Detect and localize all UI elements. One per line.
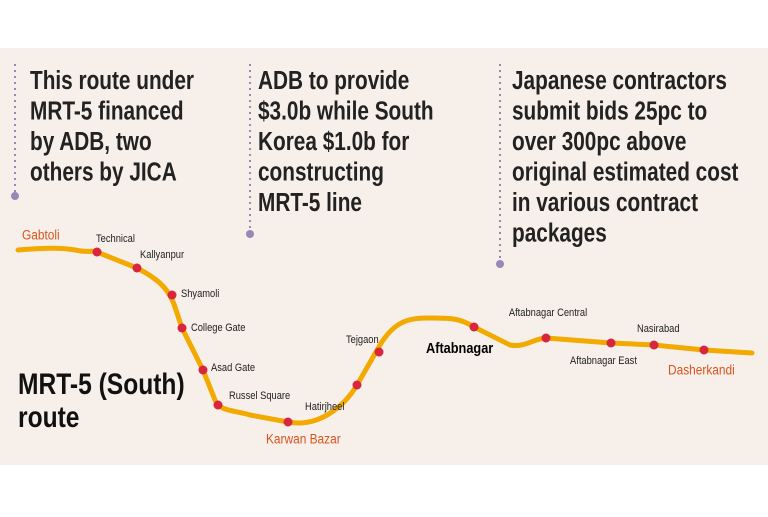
station: College Gate (191, 322, 246, 334)
station-label: Aftabnagar (426, 339, 494, 356)
station-dot (374, 347, 384, 357)
station: Tejgaon (346, 334, 379, 346)
station-label: Asad Gate (211, 362, 255, 374)
note-line: MRT-5 line (258, 188, 362, 217)
station-dot (177, 323, 187, 333)
station-label: Russel Square (229, 390, 291, 402)
station-dot (469, 322, 479, 332)
station-label: Shyamoli (181, 288, 219, 300)
station-label: Kallyanpur (140, 249, 185, 261)
station-dot (92, 247, 102, 257)
station-label: Nasirabad (637, 323, 680, 335)
station: Gabtoli (22, 227, 60, 243)
station-label: Gabtoli (22, 227, 60, 243)
station: Aftabnagar East (570, 355, 637, 367)
note-line: in various contract (512, 188, 698, 217)
station: Aftabnagar (426, 339, 494, 356)
station-dot (198, 365, 208, 375)
map-title: MRT-5 (South)route (18, 367, 185, 434)
note-line: constructing (258, 157, 384, 186)
station-label: Dasherkandi (668, 362, 735, 378)
station: Asad Gate (211, 362, 255, 374)
station-dot (283, 417, 293, 427)
station: Dasherkandi (668, 362, 735, 378)
station-dot (352, 380, 362, 390)
station: Aftabnagar Central (509, 307, 587, 319)
station-label: Karwan Bazar (266, 431, 341, 447)
note-line: original estimated cost (512, 157, 739, 186)
note-line: ADB to provide (258, 66, 409, 95)
note-line: packages (512, 218, 607, 247)
station: Shyamoli (181, 288, 219, 300)
note-dot (246, 230, 254, 238)
station-label: Technical (96, 233, 135, 245)
note-line: MRT-5 financed (30, 96, 184, 125)
station-dot (649, 340, 659, 350)
station-label: Aftabnagar East (570, 355, 637, 367)
note-line: by ADB, two (30, 127, 152, 156)
station: Kallyanpur (140, 249, 185, 261)
note-line: This route under (30, 66, 194, 95)
note-line: submit bids 25pc to (512, 96, 707, 125)
station: Karwan Bazar (266, 431, 341, 447)
station: Russel Square (229, 390, 291, 402)
background (0, 48, 768, 465)
station: Hatirjheel (305, 401, 344, 413)
note-line: Japanese contractors (512, 66, 727, 95)
station-dot (167, 290, 177, 300)
note-line: $3.0b while South (258, 96, 434, 125)
note-dot (496, 260, 504, 268)
note-dot (11, 192, 19, 200)
note-line: others by JICA (30, 157, 177, 186)
station-dot (606, 338, 616, 348)
station: Technical (96, 233, 135, 245)
title-line: route (18, 400, 79, 434)
note-line: Korea $1.0b for (258, 127, 409, 156)
station-label: Tejgaon (346, 334, 379, 346)
station-label: College Gate (191, 322, 246, 334)
note-line: over 300pc above (512, 127, 686, 156)
station-dot (541, 333, 551, 343)
station-label: Aftabnagar Central (509, 307, 587, 319)
station-dot (132, 263, 142, 273)
station-label: Hatirjheel (305, 401, 344, 413)
station-dot (699, 345, 709, 355)
station-dot (213, 400, 223, 410)
title-line: MRT-5 (South) (18, 367, 185, 401)
station: Nasirabad (637, 323, 680, 335)
